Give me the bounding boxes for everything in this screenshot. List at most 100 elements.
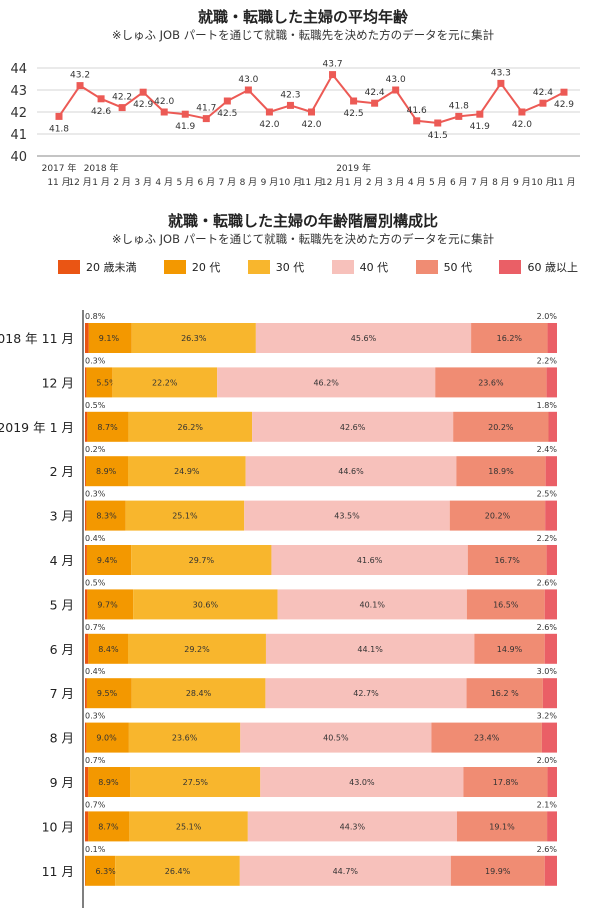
data-point bbox=[455, 112, 463, 120]
bar-value-label: 2.5% bbox=[537, 490, 558, 499]
category-label: 5 月 bbox=[50, 597, 74, 612]
bar-value-label: 3.0% bbox=[537, 667, 558, 676]
category-label: 10 月 bbox=[42, 819, 74, 834]
x-tick-label: 4 月 bbox=[408, 177, 426, 188]
bar-segment bbox=[260, 767, 464, 797]
bar-segment bbox=[127, 633, 266, 664]
bar-segment bbox=[245, 456, 457, 487]
x-tick-label: 6 月 bbox=[197, 177, 215, 188]
bar-segment bbox=[255, 323, 472, 353]
y-tick-label: 41 bbox=[10, 128, 27, 143]
bar-segment bbox=[131, 545, 272, 575]
bar-segment bbox=[88, 323, 132, 353]
legend-item: 30 代 bbox=[247, 259, 304, 275]
legend-label: 50 代 bbox=[443, 261, 473, 274]
category-label: 8 月 bbox=[50, 731, 74, 746]
bar-chart-legend: 20 歳未満 20 代 30 代 40 代 50 代 60 歳以上 bbox=[58, 259, 578, 275]
bar-value-label: 18.9% bbox=[488, 467, 514, 476]
data-label: 42.9 bbox=[554, 100, 574, 110]
legend-swatch bbox=[58, 260, 80, 274]
bar-value-label: 16.2% bbox=[497, 334, 523, 343]
bar-chart-title: 就職・転職した主婦の年齢階層別構成比 bbox=[167, 212, 438, 230]
bar-segment bbox=[127, 456, 246, 487]
data-point bbox=[371, 99, 379, 107]
category-label: 12 月 bbox=[42, 375, 74, 390]
x-tick-label: 8 月 bbox=[240, 177, 258, 188]
bar-segment bbox=[271, 545, 468, 575]
bar-value-label: 43.5% bbox=[334, 512, 360, 521]
bar-segment bbox=[85, 367, 87, 398]
bar-segment bbox=[240, 722, 432, 753]
bar-value-label: 2.4% bbox=[537, 445, 558, 454]
bar-segment bbox=[133, 589, 278, 620]
bar-segment bbox=[125, 500, 245, 531]
data-label: 42.5 bbox=[217, 109, 237, 119]
bar-segment bbox=[85, 323, 89, 353]
data-point bbox=[350, 97, 358, 105]
bar-segment bbox=[456, 811, 548, 842]
data-label: 43.2 bbox=[70, 71, 90, 81]
bar-segment bbox=[466, 678, 543, 709]
x-tick-label: 9 月 bbox=[513, 177, 531, 188]
bar-segment bbox=[85, 545, 87, 575]
x-tick-label: 12 月 bbox=[321, 177, 344, 188]
data-label: 43.0 bbox=[238, 75, 258, 85]
data-point bbox=[286, 101, 294, 109]
bar-value-label: 23.4% bbox=[474, 734, 500, 743]
bar-segment bbox=[252, 411, 454, 442]
bar-value-label: 8.3% bbox=[96, 512, 117, 521]
bar-segment bbox=[239, 855, 451, 886]
bar-value-label: 41.6% bbox=[357, 556, 383, 565]
data-label: 41.8 bbox=[49, 124, 69, 134]
bar-segment bbox=[85, 411, 88, 442]
bar-segment bbox=[88, 811, 130, 842]
bar-value-label: 27.5% bbox=[183, 778, 209, 787]
data-label: 42.4 bbox=[365, 88, 385, 98]
bar-value-label: 16.7% bbox=[494, 556, 520, 565]
data-label: 41.9 bbox=[175, 122, 195, 132]
bar-segment bbox=[88, 633, 128, 664]
bar-segment bbox=[544, 633, 557, 664]
data-point bbox=[118, 104, 126, 112]
bar-segment bbox=[450, 855, 545, 886]
bar-segment bbox=[545, 456, 557, 487]
bar-segment bbox=[85, 633, 89, 664]
bar-value-label: 0.4% bbox=[85, 534, 106, 543]
bar-value-label: 8.7% bbox=[98, 822, 119, 831]
bar-segment bbox=[474, 633, 545, 664]
bar-value-label: 20.2% bbox=[485, 512, 511, 521]
bar-value-label: 29.2% bbox=[184, 645, 210, 654]
data-label: 42.5 bbox=[344, 109, 364, 119]
bar-value-label: 0.1% bbox=[85, 845, 106, 854]
x-tick-label: 1 月 bbox=[345, 177, 363, 188]
y-tick-label: 44 bbox=[10, 62, 27, 77]
bar-value-label: 22.2% bbox=[152, 378, 178, 387]
data-point bbox=[139, 88, 147, 96]
bar-segment bbox=[546, 545, 557, 575]
data-label: 42.0 bbox=[512, 120, 532, 130]
bar-value-label: 25.1% bbox=[172, 512, 198, 521]
data-point bbox=[76, 82, 84, 90]
legend-swatch bbox=[415, 260, 438, 274]
legend-label: 20 代 bbox=[191, 261, 221, 274]
bar-segment bbox=[247, 811, 457, 842]
legend-label: 60 歳以上 bbox=[527, 261, 578, 274]
legend-item: 50 代 bbox=[415, 259, 473, 275]
bar-segment bbox=[115, 855, 240, 886]
bar-segment bbox=[471, 323, 548, 353]
data-point bbox=[97, 95, 105, 103]
bar-value-label: 9.7% bbox=[97, 600, 118, 609]
category-label: 9 月 bbox=[50, 775, 74, 790]
bar-value-label: 14.9% bbox=[497, 645, 523, 654]
data-point bbox=[244, 86, 252, 94]
data-label: 42.0 bbox=[301, 120, 321, 130]
y-tick-label: 40 bbox=[10, 150, 27, 165]
bar-value-label: 2.6% bbox=[537, 623, 558, 632]
bar-value-label: 28.4% bbox=[186, 689, 212, 698]
x-tick-label: 10 月 bbox=[531, 177, 554, 188]
data-point bbox=[202, 115, 210, 123]
bar-segment bbox=[131, 323, 256, 353]
line-chart-subtitle: ※しゅふ JOB パートを通じて就職・転職先を決めた方のデータを元に集計 bbox=[111, 28, 495, 42]
bar-segment bbox=[547, 767, 557, 797]
legend-item: 20 歳未満 bbox=[58, 259, 137, 275]
